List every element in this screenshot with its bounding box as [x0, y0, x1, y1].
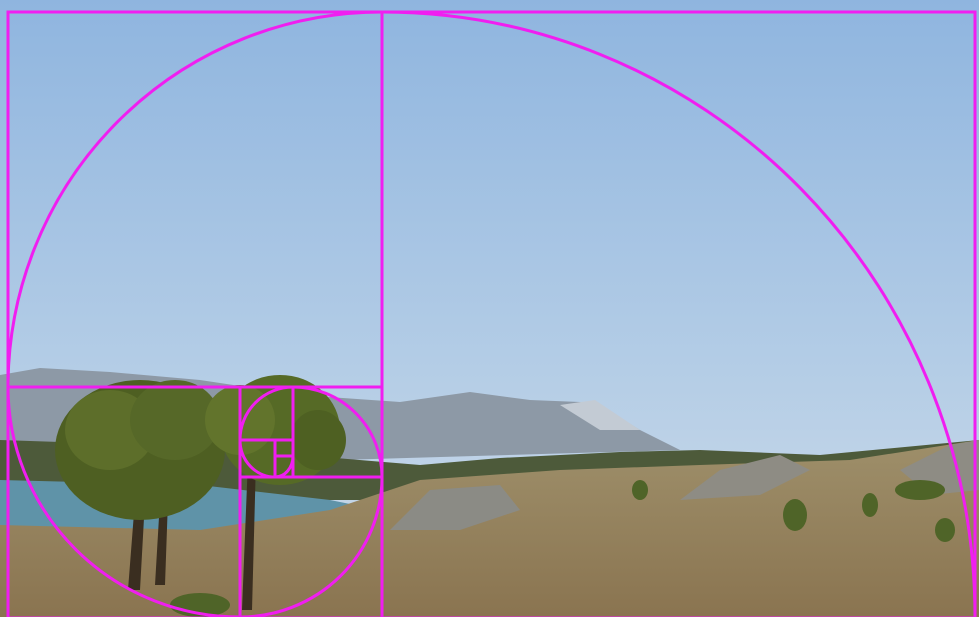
- page: [0, 0, 979, 617]
- scene: [0, 0, 979, 617]
- photo-with-golden-spiral: [0, 0, 979, 617]
